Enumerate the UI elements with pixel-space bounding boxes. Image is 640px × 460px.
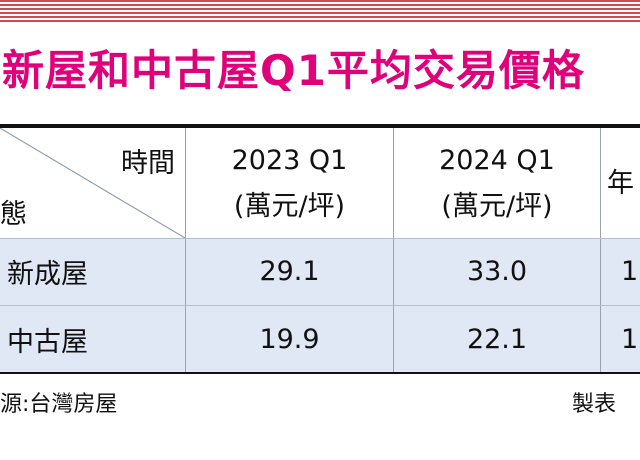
column-divider-2 [393,128,394,373]
row-divider [0,305,640,306]
column-header-2023-q1: 2023 Q1 (萬元/坪) [186,132,393,236]
header-bottom-rule [0,238,640,239]
table-top-rule [0,124,640,128]
table-row-band-used [0,306,640,372]
table-header-background [0,128,640,238]
header-diagonal-divider [0,128,185,238]
header-corner-type-label: 態 [0,198,27,230]
source-note: 源:台灣房屋 [0,392,118,417]
cell-new-2023: 29.1 [259,256,320,287]
column-unit-label: (萬元/坪) [441,191,553,222]
column-unit-label: (萬元/坪) [233,191,346,222]
credit-note: 製表 [572,392,617,417]
column-period-label: 2023 Q1 [231,145,348,176]
column-header-2024-q1: 2024 Q1 (萬元/坪) [394,132,600,236]
table-row-band-new [0,238,640,305]
cell-new-change: 1 [621,256,639,287]
column-period-label: 年 [607,168,634,199]
column-period-label: 2024 Q1 [439,145,555,176]
header-corner-time-label: 時間 [121,147,175,179]
chart-title: 新屋和中古屋Q1平均交易價格 [2,46,585,95]
row-label-new-house: 新成屋 [7,259,88,290]
column-divider-3 [600,128,601,373]
column-header-change: 年 [601,132,640,236]
top-stripe-decoration [0,0,640,22]
column-divider-1 [185,128,186,373]
cell-used-change: 1 [621,323,639,355]
row-label-used-house: 中古屋 [7,326,88,358]
table-bottom-rule [0,372,640,374]
cell-new-2024: 33.0 [466,256,528,287]
cell-used-2023: 19.9 [259,323,320,355]
cell-used-2024: 22.1 [466,323,528,355]
